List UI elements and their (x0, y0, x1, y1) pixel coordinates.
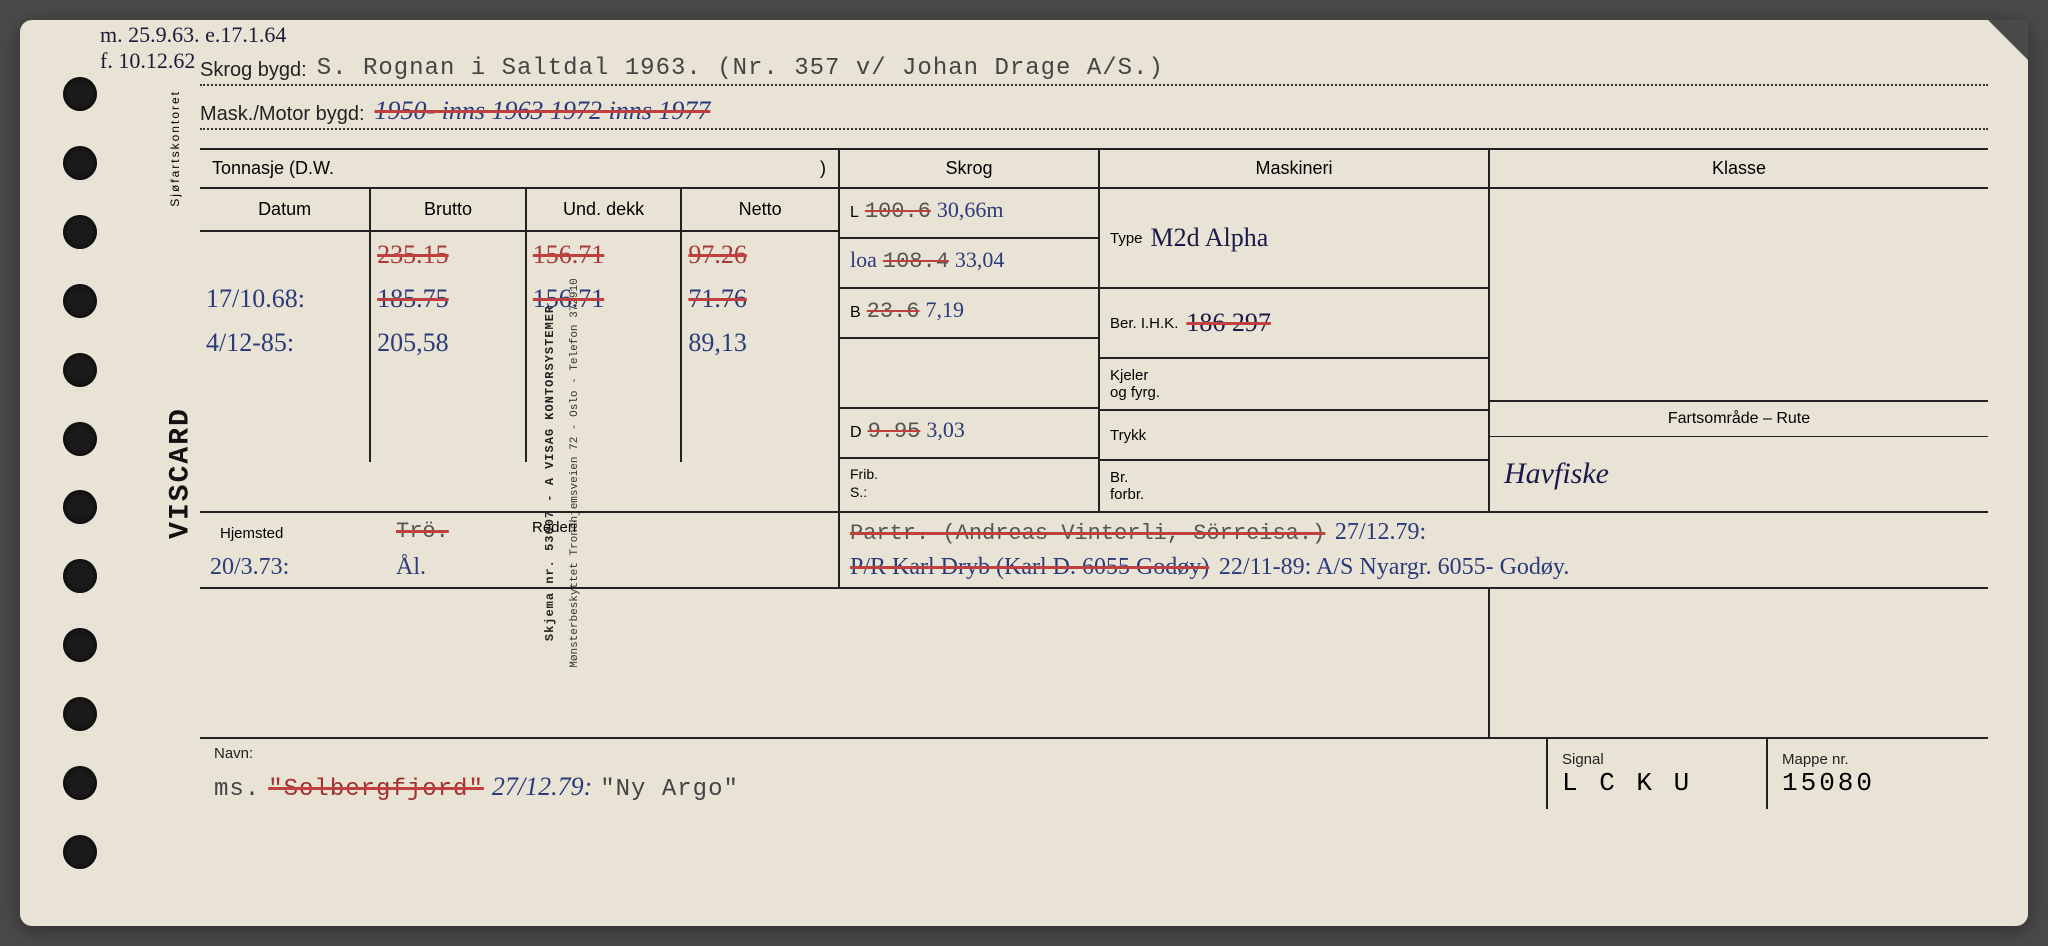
rederi-2: P/R Karl Dryb (Karl D. 6055 Godøy) (850, 554, 1209, 580)
handwritten-top-notes: m. 25.9.63. e.17.1.64 f. 10.12.62 (100, 22, 286, 75)
col-netto: Netto (682, 189, 838, 230)
col-brutto: Brutto (371, 189, 527, 230)
maskineri-title: Maskineri (1100, 150, 1488, 189)
hjemsted-date-2: 20/3.73: (210, 554, 390, 581)
bottom-row: Navn: ms. "Solbergfjord" 27/12.79: "Ny A… (200, 739, 1988, 809)
klasse-title: Klasse (1490, 150, 1988, 189)
main-grid: Tonnasje (D.W. ) Datum Brutto Und. dekk … (200, 148, 1988, 513)
skrog-bygd-value: S. Rognan i Saltdal 1963. (Nr. 357 v/ Jo… (317, 55, 1164, 82)
tonnasje-title-right: ) (820, 158, 826, 179)
tonnasje-block: Tonnasje (D.W. ) Datum Brutto Und. dekk … (200, 150, 840, 511)
fartsomrade-label: Fartsområde – Rute (1490, 402, 1988, 437)
signal-cell: Signal L C K U (1548, 739, 1768, 809)
frib-label: Frib.S.: (840, 459, 1098, 507)
binding-holes (20, 20, 140, 926)
navn-cell: Navn: ms. "Solbergfjord" 27/12.79: "Ny A… (200, 739, 1548, 809)
mappe-cell: Mappe nr. 15080 (1768, 739, 1988, 809)
motor-bygd-label: Mask./Motor bygd: (200, 103, 365, 126)
hjemsted-rederi-block: Hjemsted Trö. Rederi 20/3.73: Ål. Partr.… (200, 513, 1988, 589)
brutto-cells: 235.15 185.75 205,58 (371, 232, 527, 462)
tonnasje-title-left: Tonnasje (D.W. (212, 158, 334, 179)
col-datum: Datum (200, 189, 371, 230)
datum-cells: 17/10.68: 4/12-85: (200, 232, 371, 462)
maskineri-block: Maskineri TypeM2d Alpha Ber. I.H.K.186 2… (1100, 150, 1490, 511)
corner-dept-label: Sjøfartskontoret (168, 90, 182, 207)
rederi-1: Partr. (Andreas Vinterli, Sörreisa.) (850, 521, 1325, 546)
klasse-block: Klasse Fartsområde – Rute Havfiske (1490, 150, 1988, 511)
motor-bygd-value: 1950- inns 1963 1972 inns 1977 (375, 96, 711, 126)
skrog-block: Skrog L100.630,66m loa108.433,04 B23.67,… (840, 150, 1100, 511)
index-card: VISCARD Skjema nr. 53007 - A VISAG KONTO… (20, 20, 2028, 926)
hjemsted-1: Trö. (396, 519, 516, 548)
rederi-2-extra: 22/11-89: A/S Nyargr. 6055- Godøy. (1219, 554, 1569, 580)
motor-bygd-row: Mask./Motor bygd: 1950- inns 1963 1972 i… (200, 94, 1988, 130)
rederi-1-date: 27/12.79: (1335, 519, 1426, 545)
fartsomrade-value: Havfiske (1490, 437, 1988, 511)
empty-section (200, 589, 1988, 739)
skrog-title: Skrog (840, 150, 1098, 189)
hjemsted-label: Hjemsted (210, 519, 390, 548)
hjemsted-2: Ål. (396, 554, 516, 581)
netto-cells: 97.26 71.76 89,13 (682, 232, 838, 462)
skrog-bygd-row: Skrog bygd: S. Rognan i Saltdal 1963. (N… (200, 50, 1988, 86)
rederi-label: Rederi (522, 513, 586, 542)
col-und: Und. dekk (527, 189, 683, 230)
und-cells: 156.71 156.71 (527, 232, 683, 462)
card-content: Sjøfartskontoret m. 25.9.63. e.17.1.64 f… (140, 20, 2028, 926)
